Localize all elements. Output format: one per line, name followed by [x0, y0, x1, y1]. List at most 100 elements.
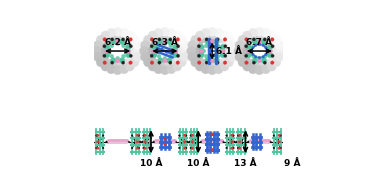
- Circle shape: [197, 54, 201, 57]
- Circle shape: [180, 41, 189, 50]
- Circle shape: [158, 61, 166, 68]
- Circle shape: [262, 44, 265, 47]
- Circle shape: [199, 49, 204, 53]
- Circle shape: [174, 40, 181, 47]
- Circle shape: [104, 52, 110, 58]
- Circle shape: [170, 36, 177, 43]
- Circle shape: [166, 51, 168, 53]
- Circle shape: [92, 141, 94, 143]
- Circle shape: [220, 44, 225, 50]
- Circle shape: [216, 54, 220, 58]
- Circle shape: [184, 134, 186, 136]
- Circle shape: [242, 62, 252, 71]
- Circle shape: [249, 49, 253, 53]
- Circle shape: [252, 38, 256, 41]
- Circle shape: [158, 58, 163, 63]
- Circle shape: [163, 42, 167, 46]
- Circle shape: [123, 36, 130, 43]
- Circle shape: [245, 61, 248, 64]
- Circle shape: [188, 41, 197, 50]
- Circle shape: [197, 147, 199, 149]
- Circle shape: [280, 135, 282, 136]
- Circle shape: [261, 58, 267, 63]
- Text: 13 Å: 13 Å: [234, 159, 257, 167]
- Circle shape: [198, 38, 201, 41]
- Circle shape: [252, 61, 256, 64]
- Circle shape: [146, 50, 153, 57]
- Circle shape: [115, 58, 120, 63]
- Circle shape: [169, 38, 172, 41]
- Circle shape: [220, 52, 225, 58]
- Circle shape: [120, 65, 129, 74]
- Circle shape: [129, 50, 136, 57]
- Circle shape: [263, 61, 267, 64]
- Circle shape: [208, 27, 217, 36]
- Circle shape: [223, 61, 227, 64]
- Circle shape: [125, 62, 135, 71]
- Circle shape: [278, 134, 280, 136]
- Circle shape: [226, 147, 227, 149]
- Circle shape: [273, 147, 275, 149]
- Text: 9 Å: 9 Å: [285, 159, 301, 167]
- Circle shape: [223, 38, 227, 41]
- Circle shape: [141, 41, 150, 50]
- Circle shape: [181, 46, 190, 56]
- Circle shape: [259, 34, 266, 41]
- Circle shape: [180, 52, 189, 61]
- Circle shape: [177, 35, 186, 44]
- Circle shape: [176, 54, 180, 57]
- Circle shape: [173, 52, 178, 58]
- Circle shape: [153, 36, 160, 43]
- Circle shape: [257, 42, 261, 46]
- Circle shape: [274, 52, 284, 61]
- Circle shape: [244, 135, 246, 136]
- Circle shape: [103, 54, 106, 57]
- Circle shape: [104, 44, 110, 50]
- Text: 6.7 Å: 6.7 Å: [246, 38, 273, 47]
- Circle shape: [95, 135, 97, 136]
- Circle shape: [146, 45, 153, 52]
- Circle shape: [117, 61, 124, 68]
- Circle shape: [210, 56, 214, 60]
- Circle shape: [200, 36, 207, 43]
- Circle shape: [150, 135, 151, 136]
- Circle shape: [153, 141, 155, 143]
- Circle shape: [271, 54, 274, 57]
- Circle shape: [144, 134, 146, 136]
- Circle shape: [224, 54, 227, 57]
- Circle shape: [106, 141, 107, 143]
- Circle shape: [144, 35, 153, 44]
- Circle shape: [265, 53, 267, 56]
- Circle shape: [205, 38, 208, 41]
- Circle shape: [176, 45, 184, 52]
- Circle shape: [101, 40, 108, 47]
- Circle shape: [163, 58, 167, 63]
- Circle shape: [238, 140, 241, 143]
- Circle shape: [185, 135, 187, 136]
- Circle shape: [191, 147, 193, 149]
- Circle shape: [121, 44, 126, 48]
- Circle shape: [220, 62, 229, 71]
- Circle shape: [103, 38, 106, 41]
- Circle shape: [204, 54, 208, 58]
- Circle shape: [143, 147, 144, 149]
- Circle shape: [150, 54, 153, 57]
- Circle shape: [191, 134, 193, 136]
- Circle shape: [211, 61, 219, 68]
- Circle shape: [200, 141, 202, 143]
- Circle shape: [257, 39, 262, 44]
- Circle shape: [117, 34, 124, 41]
- Circle shape: [121, 38, 125, 41]
- Circle shape: [224, 58, 233, 67]
- Circle shape: [253, 34, 260, 41]
- Circle shape: [134, 46, 143, 56]
- Circle shape: [119, 39, 125, 44]
- Circle shape: [101, 55, 108, 62]
- Circle shape: [155, 49, 158, 53]
- Circle shape: [190, 147, 192, 149]
- Circle shape: [238, 35, 247, 44]
- Circle shape: [195, 62, 204, 71]
- Circle shape: [199, 44, 204, 50]
- Circle shape: [210, 39, 214, 44]
- Circle shape: [116, 42, 120, 46]
